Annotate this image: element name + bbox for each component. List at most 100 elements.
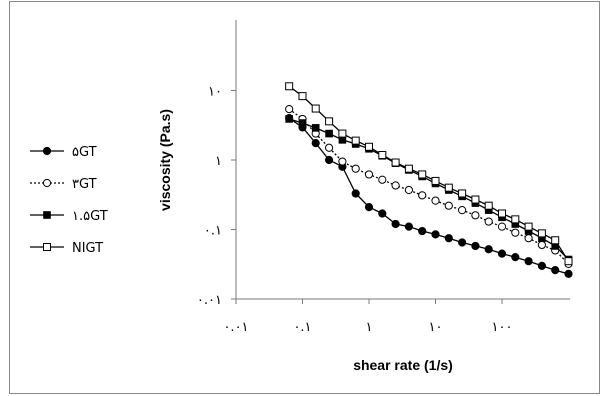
chart-frame <box>9 1 600 394</box>
data-point <box>524 234 533 243</box>
y-axis-title: viscosity (Pa.s) <box>157 109 173 211</box>
data-point <box>351 136 360 145</box>
data-point <box>298 92 307 101</box>
x-tick-label: ۱۰۰ <box>492 320 513 335</box>
legend-swatch-marker <box>42 178 52 188</box>
data-point <box>537 240 546 250</box>
data-point <box>444 183 453 192</box>
y-tick-label: ۱۰ <box>208 85 222 100</box>
data-point <box>497 222 507 231</box>
data-point <box>285 115 293 123</box>
x-tick-label: ۱۰ <box>429 320 443 335</box>
data-point <box>458 238 467 247</box>
data-point <box>551 236 560 245</box>
data-point <box>444 234 453 243</box>
data-point <box>537 261 546 270</box>
data-point <box>404 222 413 231</box>
data-point <box>338 129 347 138</box>
data-point <box>551 266 560 275</box>
data-point <box>378 151 387 160</box>
data-point <box>418 191 427 200</box>
x-tick-label: ۰.۰۱ <box>223 320 248 335</box>
data-point <box>378 175 387 184</box>
series-1 <box>285 104 573 268</box>
legend-item-1: ۳GT <box>30 177 97 192</box>
series-line <box>289 118 569 260</box>
data-point <box>431 176 440 185</box>
data-point <box>431 230 440 239</box>
data-point <box>404 164 413 173</box>
legend-item-0: ۵GT <box>30 145 97 160</box>
series-line <box>288 108 569 265</box>
data-point <box>418 226 427 236</box>
legend-label: ۵GT <box>72 145 97 160</box>
data-point <box>511 253 520 262</box>
data-point <box>364 170 374 179</box>
data-point <box>471 211 480 220</box>
data-point <box>564 269 573 278</box>
legend-label: ۱.۵GT <box>72 209 108 224</box>
data-point <box>365 142 373 151</box>
legend-label: ۳GT <box>72 177 97 192</box>
data-point <box>338 157 347 166</box>
x-ticks: ۰.۰۱ ۰.۱ ۱ ۱۰ ۱۰۰ <box>223 299 512 335</box>
series-layer <box>285 82 573 278</box>
data-point <box>524 257 533 266</box>
data-point <box>484 245 493 254</box>
data-point <box>524 222 533 231</box>
data-point <box>298 119 307 127</box>
y-ticks: ۰.۰۱ ۰.۱ ۱ ۱۰ <box>197 85 236 308</box>
data-point <box>458 206 467 215</box>
data-point <box>324 143 334 152</box>
data-point <box>311 124 320 132</box>
data-point <box>511 215 520 224</box>
data-point <box>458 189 467 198</box>
data-point <box>497 249 507 258</box>
y-tick-label: ۰.۱ <box>204 224 222 239</box>
legend: ۵GT ۳GT ۱.۵GT NIGT <box>30 145 108 256</box>
data-point <box>311 139 320 148</box>
data-point <box>285 82 294 91</box>
y-tick-label: ۱ <box>215 154 222 169</box>
legend-label: NIGT <box>72 241 103 256</box>
x-tick-label: ۱ <box>366 320 373 335</box>
series-line <box>288 117 569 275</box>
data-point <box>444 201 453 210</box>
data-point <box>351 189 360 198</box>
x-tick-label: ۰.۱ <box>293 320 311 335</box>
data-point <box>564 257 573 266</box>
y-tick-label: ۰.۰۱ <box>197 293 222 308</box>
data-point <box>537 229 546 238</box>
legend-swatch-marker <box>43 243 51 251</box>
data-point <box>351 164 360 173</box>
data-point <box>484 217 493 226</box>
series-line <box>288 85 570 262</box>
data-point <box>325 117 334 126</box>
data-point <box>325 129 333 138</box>
legend-item-2: ۱.۵GT <box>30 209 108 224</box>
data-point <box>324 155 334 165</box>
data-point <box>378 209 387 218</box>
data-point <box>391 158 400 167</box>
data-point <box>311 104 320 113</box>
x-axis-title: shear rate (1/s) <box>353 357 453 373</box>
data-point <box>364 203 374 212</box>
data-point <box>511 228 520 237</box>
series-3 <box>285 82 573 266</box>
data-point <box>471 195 480 204</box>
legend-swatch-marker <box>42 146 52 156</box>
legend-swatch-marker <box>43 211 51 219</box>
data-point <box>404 185 413 195</box>
series-0 <box>285 114 573 278</box>
data-point <box>431 196 440 205</box>
data-point <box>471 241 480 251</box>
legend-item-3: NIGT <box>30 241 103 256</box>
data-point <box>418 170 427 179</box>
data-point <box>484 201 493 210</box>
data-point <box>498 209 506 218</box>
data-point <box>391 219 400 229</box>
data-point <box>285 104 294 114</box>
data-point <box>391 181 400 190</box>
